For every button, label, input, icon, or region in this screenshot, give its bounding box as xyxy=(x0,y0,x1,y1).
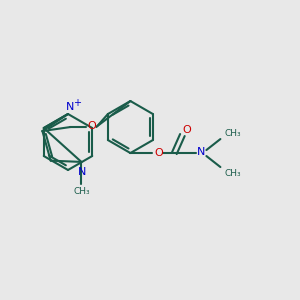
Text: N: N xyxy=(78,167,87,177)
Text: O: O xyxy=(87,121,96,131)
Text: O: O xyxy=(154,148,163,158)
Text: +: + xyxy=(73,98,81,108)
Text: CH₃: CH₃ xyxy=(224,169,241,178)
Text: N: N xyxy=(197,147,206,157)
Text: O: O xyxy=(182,125,191,135)
Text: CH₃: CH₃ xyxy=(73,188,90,196)
Text: N: N xyxy=(66,102,74,112)
Text: CH₃: CH₃ xyxy=(224,128,241,137)
